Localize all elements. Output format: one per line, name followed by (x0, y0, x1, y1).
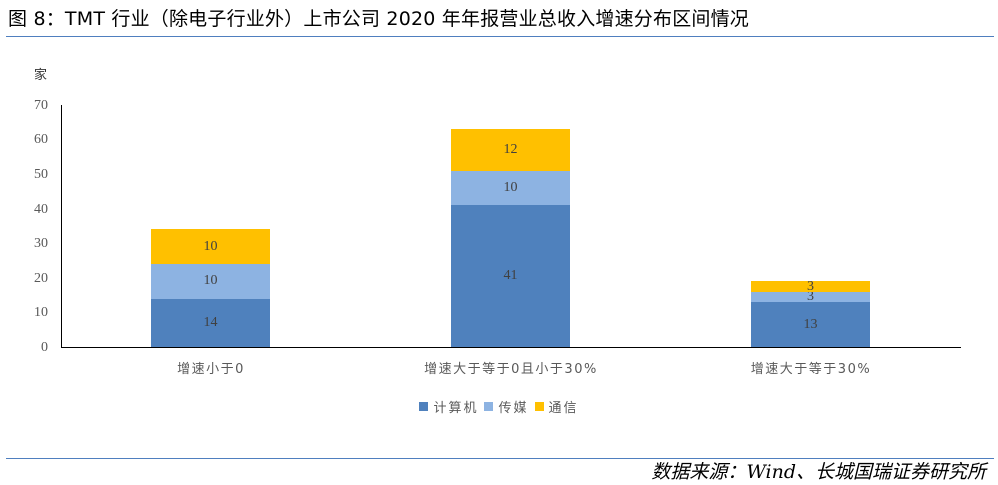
bar-segment: 12 (451, 129, 570, 171)
figure-title: 图 8：TMT 行业（除电子行业外）上市公司 2020 年年报营业总收入增速分布… (8, 8, 750, 30)
data-source: 数据来源：Wind、长城国瑞证券研究所 (651, 461, 986, 483)
y-tick-0: 0 (41, 340, 48, 355)
x-label-category-1: 增速小于0 (177, 362, 245, 377)
legend-swatch-telecom (534, 402, 544, 411)
bar-segment: 41 (451, 205, 570, 347)
data-label: 12 (503, 141, 518, 157)
data-label: 13 (803, 316, 818, 332)
stacked-bar-chart: 家 0 10 20 30 40 50 60 70 14 10 10 41 10 12 13 3… (0, 68, 998, 416)
bar-segment: 10 (451, 170, 570, 206)
legend-item-computer: 计算机 (419, 397, 478, 416)
footer-divider (6, 458, 994, 459)
data-label: 41 (503, 268, 518, 284)
bar-segment: 10 (151, 264, 270, 299)
data-label: 10 (203, 273, 218, 289)
bar-segment: 13 (751, 302, 870, 347)
y-tick-20: 20 (34, 271, 48, 286)
legend-label-media: 传媒 (498, 401, 529, 416)
legend-label-telecom: 通信 (548, 401, 579, 416)
y-tick-60: 60 (34, 132, 48, 147)
legend-label-computer: 计算机 (433, 401, 479, 416)
bar-segment: 10 (151, 229, 270, 265)
bar-segment: 3 (751, 278, 870, 294)
x-label-category-2: 增速大于等于0且小于30% (424, 362, 598, 377)
y-axis-unit-label: 家 (34, 68, 48, 83)
title-divider (6, 36, 994, 37)
data-label: 14 (203, 314, 218, 330)
chart-legend: 计算机 传媒 通信 (0, 397, 998, 416)
y-tick-70: 70 (34, 98, 48, 113)
y-axis (61, 105, 62, 348)
y-tick-40: 40 (34, 202, 48, 217)
legend-swatch-computer (419, 402, 429, 411)
legend-swatch-media (484, 402, 494, 411)
data-label: 3 (807, 278, 814, 294)
legend-item-telecom: 通信 (534, 397, 579, 416)
bar-segment: 14 (151, 298, 270, 347)
data-label: 3 (807, 288, 814, 304)
y-tick-30: 30 (34, 236, 48, 251)
x-label-category-3: 增速大于等于30% (750, 362, 872, 377)
legend-item-media: 传媒 (484, 397, 528, 416)
data-label: 10 (503, 179, 518, 195)
y-tick-50: 50 (34, 167, 48, 182)
bar-segment: 3 (751, 288, 870, 304)
x-axis (61, 347, 961, 348)
data-label: 10 (203, 238, 218, 254)
y-tick-10: 10 (34, 305, 48, 320)
